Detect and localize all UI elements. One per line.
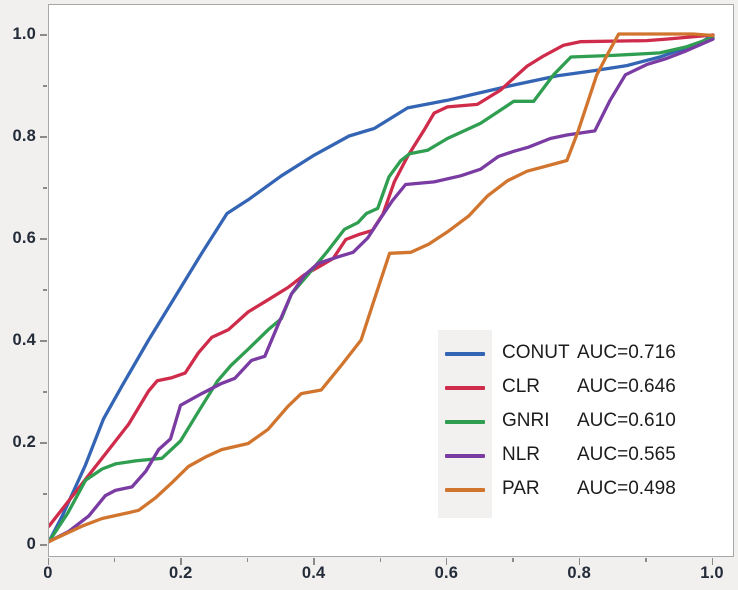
y-axis-major-tick [40,238,47,240]
plot-area [48,4,734,557]
legend-item-nlr: NLR AUC=0.565 [438,444,720,468]
y-axis-major-tick [40,340,47,342]
y-tick-label: 0.8 [12,127,36,145]
x-axis-major-tick [578,558,581,565]
y-axis-major-tick [40,442,47,444]
y-axis-minor-tick [43,493,47,495]
legend-series-auc: AUC=0.565 [577,444,676,465]
legend-item-clr: CLR AUC=0.646 [438,376,720,400]
y-tick-label: 0.4 [12,331,36,349]
roc-curve-nlr [49,37,715,544]
x-axis-minor-tick [512,558,514,562]
legend-series-auc: AUC=0.498 [577,478,676,499]
legend-series-name: CLR [502,376,541,397]
y-axis-major-tick [40,136,47,138]
legend-background-band [438,330,492,518]
legend-item-conut: CONUT AUC=0.716 [438,342,720,366]
y-axis-major-tick [40,544,47,546]
x-tick-label: 0 [43,564,53,582]
x-axis-minor-tick [246,558,249,562]
x-axis-major-tick [180,558,182,565]
x-tick-label: 0.4 [301,564,326,582]
legend-item-par: PAR AUC=0.498 [438,478,720,502]
legend-series-name: GNRI [502,410,550,431]
roc-curve-clr [49,33,715,528]
x-axis-major-tick [47,558,49,565]
legend-series-auc: AUC=0.716 [577,342,676,363]
y-axis-major-tick [40,34,47,36]
nlr-line-swatch [445,454,485,458]
x-tick-label: 1.0 [700,564,724,582]
x-tick-label: 0.2 [169,564,193,582]
y-tick-label: 1.0 [12,25,36,43]
y-axis-minor-tick [43,187,47,189]
clr-line-swatch [445,386,485,390]
y-tick-label: 0 [26,535,36,553]
y-axis-minor-tick [43,85,47,87]
legend-series-auc: AUC=0.646 [577,376,676,397]
y-axis-minor-tick [43,391,47,393]
x-axis-minor-tick [113,558,116,562]
x-axis-major-tick [445,558,448,565]
x-tick-label: 0.8 [567,564,591,582]
legend-series-name: CONUT [502,342,570,363]
x-axis-major-tick [313,558,315,565]
x-axis-major-tick [711,558,713,565]
par-line-swatch [445,488,485,492]
x-axis-minor-tick [379,558,381,562]
roc-curves-svg [49,32,715,544]
gnri-line-swatch [445,420,485,424]
y-tick-label: 0.6 [12,229,36,247]
y-tick-label: 0.2 [12,433,36,451]
x-axis-minor-tick [645,558,647,562]
legend-item-gnri: GNRI AUC=0.610 [438,410,720,434]
conut-line-swatch [445,352,485,356]
y-axis-minor-tick [43,289,47,291]
roc-curve-par [49,32,715,544]
legend-series-name: PAR [502,478,540,499]
legend-series-auc: AUC=0.610 [577,410,676,431]
legend-series-name: NLR [502,444,541,465]
x-tick-label: 0.6 [434,564,459,582]
legend: CONUT AUC=0.716 CLR AUC=0.646 GNRI AUC=0… [438,330,720,520]
